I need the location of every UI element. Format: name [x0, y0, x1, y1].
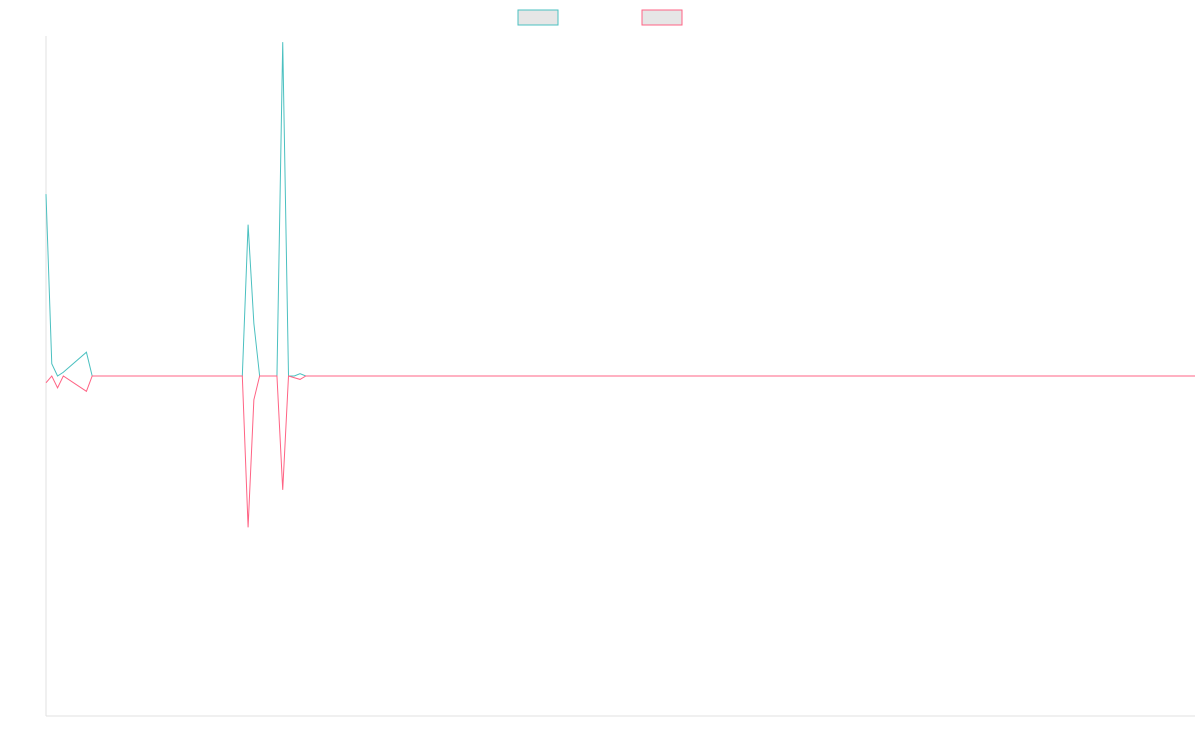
- plot-area: [45, 42, 1195, 528]
- series-line-1: [45, 42, 1195, 377]
- axes: [45, 36, 1195, 717]
- series-line-2: [45, 375, 1195, 528]
- legend[interactable]: [517, 9, 683, 26]
- legend-swatch-2[interactable]: [641, 9, 683, 26]
- legend-swatch-1[interactable]: [517, 9, 559, 26]
